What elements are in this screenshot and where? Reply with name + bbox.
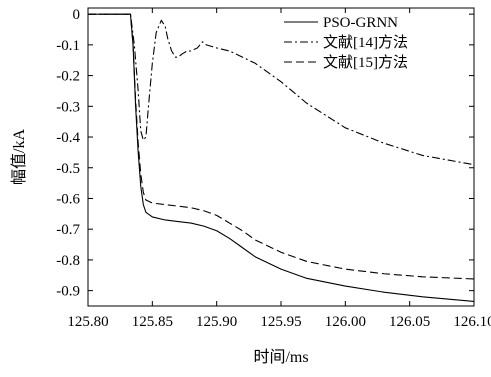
y-tick-label: -0.6 [56, 191, 80, 207]
series-line-3 [88, 13, 475, 280]
series-line-2 [88, 13, 475, 166]
legend-label-1: PSO-GRNN [323, 15, 398, 31]
x-axis-title: 时间/ms [253, 348, 308, 366]
y-tick-label: -0.4 [56, 130, 80, 146]
legend-label-3: 文献[15]方法 [323, 54, 408, 71]
x-tick-label: 125.85 [132, 314, 173, 330]
x-tick-label: 125.80 [67, 314, 108, 330]
y-axis-title: 幅值/kA [10, 129, 28, 185]
y-tick-label: -0.1 [56, 38, 80, 54]
x-tick-label: 125.95 [260, 314, 301, 330]
x-tick-label: 126.10 [453, 314, 491, 330]
x-tick-label: 125.90 [196, 314, 237, 330]
axis-ticks: 125.80 125.85 125.90 125.95 126.00 126.05 126.… [56, 7, 491, 330]
plot-border [87, 7, 475, 307]
y-tick-label: 0 [73, 7, 81, 23]
y-tick-label: -0.8 [56, 253, 80, 269]
x-tick-label: 126.05 [389, 314, 430, 330]
series-line-1 [88, 13, 475, 302]
x-tick-label: 126.00 [325, 314, 366, 330]
legend-label-2: 文献[14]方法 [323, 34, 408, 51]
y-tick-label: -0.9 [56, 284, 80, 300]
y-tick-label: -0.3 [56, 99, 80, 115]
plot-area [87, 7, 475, 307]
y-tick-label: -0.7 [56, 222, 80, 238]
y-tick-label: -0.2 [56, 69, 80, 85]
y-tick-label: -0.5 [56, 161, 80, 177]
series-layer [88, 13, 475, 302]
